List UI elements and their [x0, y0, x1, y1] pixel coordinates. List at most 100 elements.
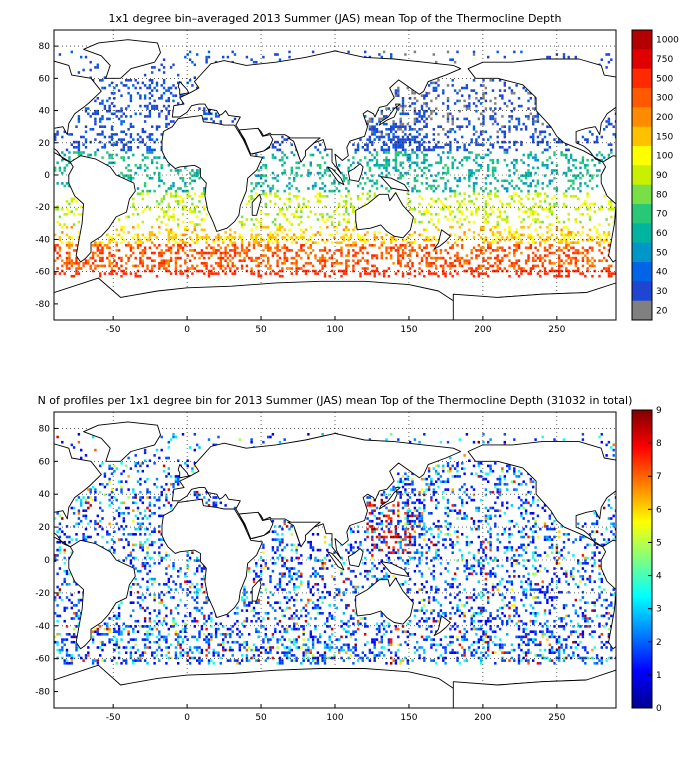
data-cell: [342, 218, 346, 221]
data-cell: [382, 269, 386, 273]
data-cell: [151, 556, 154, 560]
data-cell: [479, 122, 483, 126]
data-cell: [584, 249, 587, 252]
data-cell: [184, 189, 187, 193]
data-cell: [139, 251, 142, 255]
data-cell: [534, 158, 537, 162]
data-cell: [210, 112, 213, 116]
data-cell: [558, 140, 561, 144]
data-cell: [56, 643, 59, 647]
data-cell: [517, 97, 521, 100]
data-cell: [470, 256, 473, 260]
data-cell: [117, 218, 121, 221]
data-cell: [295, 187, 298, 190]
data-cell: [80, 519, 83, 523]
data-cell: [108, 638, 111, 641]
data-cell: [61, 171, 64, 175]
data-cell: [94, 120, 97, 123]
data-cell: [323, 264, 327, 268]
data-cell: [222, 55, 225, 59]
data-cell: [250, 233, 253, 237]
data-cell: [614, 120, 616, 123]
data-cell: [248, 244, 251, 247]
data-cell: [567, 179, 570, 183]
data-cell: [174, 480, 178, 483]
data-cell: [446, 207, 450, 211]
data-cell: [494, 269, 497, 273]
data-cell: [470, 267, 473, 270]
data-cell: [610, 264, 613, 268]
data-cell: [63, 540, 66, 544]
data-cell: [378, 135, 381, 139]
data-cell: [115, 228, 118, 232]
data-cell: [484, 267, 488, 270]
data-cell: [404, 112, 407, 116]
data-cell: [368, 128, 372, 131]
data-cell: [132, 659, 135, 662]
data-cell: [420, 269, 424, 273]
data-cell: [479, 102, 483, 105]
data-cell: [515, 84, 518, 87]
data-cell: [120, 109, 123, 113]
data-cell: [520, 241, 523, 244]
data-cell: [196, 241, 199, 244]
data-cell: [489, 256, 492, 260]
data-cell: [380, 236, 383, 239]
data-cell: [210, 625, 213, 628]
data-cell: [482, 94, 485, 97]
data-cell: [143, 617, 147, 620]
data-cell: [295, 241, 298, 244]
data-cell: [80, 205, 83, 208]
data-cell: [489, 143, 492, 146]
data-cell: [574, 176, 577, 180]
data-cell: [198, 564, 201, 568]
data-cell: [591, 264, 594, 268]
data-cell: [375, 151, 379, 154]
data-cell: [359, 249, 362, 252]
data-cell: [354, 254, 357, 257]
data-cell: [470, 138, 473, 141]
data-cell: [167, 228, 170, 232]
data-cell: [153, 580, 156, 583]
data-cell: [461, 94, 464, 97]
data-cell: [151, 148, 154, 152]
data-cell: [146, 166, 149, 170]
data-cell: [136, 138, 140, 141]
data-cell: [184, 572, 187, 576]
data-cell: [122, 112, 125, 116]
data-cell: [222, 251, 225, 255]
data-cell: [267, 267, 270, 270]
data-cell: [264, 195, 267, 198]
data-cell: [506, 236, 509, 239]
data-cell: [257, 269, 260, 273]
data-cell: [311, 153, 315, 157]
data-cell: [205, 598, 208, 602]
data-cell: [375, 182, 379, 185]
data-cell: [274, 156, 277, 159]
data-cell: [101, 648, 104, 652]
data-cell: [555, 236, 559, 239]
data-cell: [120, 228, 123, 232]
data-cell: [316, 148, 320, 152]
data-cell: [323, 171, 327, 175]
data-cell: [458, 236, 461, 239]
data-cell: [196, 588, 199, 591]
data-cell: [158, 538, 161, 541]
data-cell: [132, 153, 135, 157]
data-cell: [553, 202, 556, 206]
data-cell: [75, 259, 78, 262]
data-cell: [311, 187, 315, 190]
data-cell: [141, 158, 144, 162]
data-cell: [179, 246, 182, 250]
data-cell: [207, 633, 211, 636]
data-cell: [224, 272, 227, 275]
data-cell: [146, 580, 149, 583]
data-cell: [96, 264, 99, 268]
data-cell: [361, 187, 364, 190]
data-cell: [177, 81, 180, 85]
data-cell: [141, 254, 144, 257]
data-cell: [77, 609, 81, 612]
data-cell: [491, 89, 495, 92]
data-cell: [122, 130, 125, 134]
data-cell: [498, 107, 502, 110]
